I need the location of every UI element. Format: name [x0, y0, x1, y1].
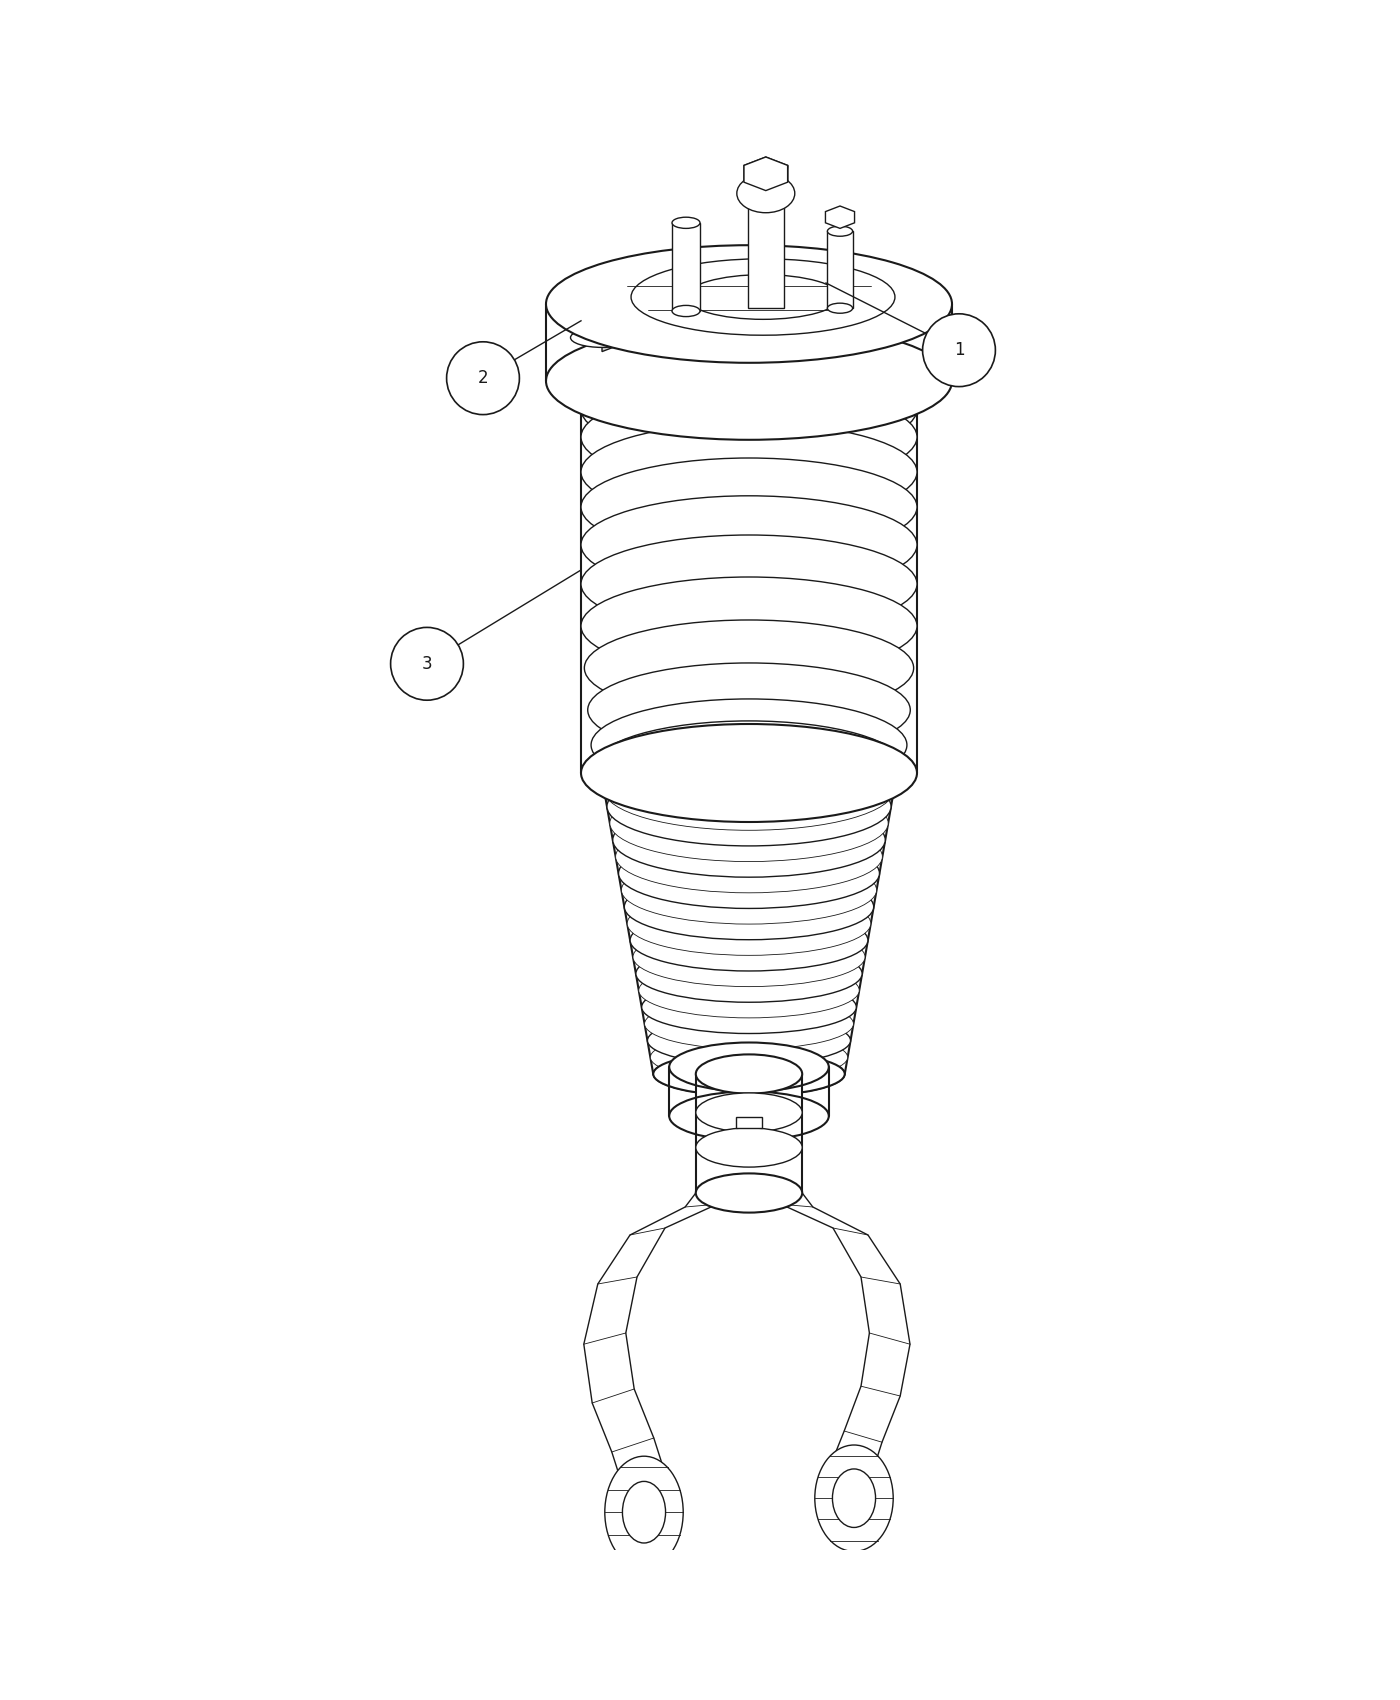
- Ellipse shape: [571, 328, 633, 347]
- Ellipse shape: [672, 306, 700, 316]
- Ellipse shape: [633, 927, 865, 986]
- Polygon shape: [602, 328, 620, 352]
- Ellipse shape: [638, 962, 860, 1018]
- Ellipse shape: [581, 457, 917, 556]
- Ellipse shape: [630, 910, 868, 971]
- Polygon shape: [769, 264, 822, 303]
- Ellipse shape: [696, 1173, 802, 1212]
- Ellipse shape: [815, 1445, 893, 1552]
- Polygon shape: [826, 206, 854, 228]
- Ellipse shape: [581, 496, 917, 593]
- Polygon shape: [743, 156, 788, 190]
- Ellipse shape: [581, 338, 917, 437]
- Ellipse shape: [669, 1091, 829, 1141]
- Ellipse shape: [546, 323, 952, 440]
- Ellipse shape: [591, 699, 907, 790]
- Ellipse shape: [581, 388, 917, 486]
- Ellipse shape: [669, 1042, 829, 1091]
- Ellipse shape: [581, 576, 917, 675]
- Ellipse shape: [748, 192, 784, 206]
- Ellipse shape: [641, 981, 857, 1034]
- Polygon shape: [581, 388, 917, 774]
- Ellipse shape: [696, 1093, 802, 1132]
- Ellipse shape: [608, 767, 890, 847]
- Ellipse shape: [601, 731, 897, 814]
- Polygon shape: [785, 165, 788, 196]
- Ellipse shape: [595, 721, 903, 811]
- Ellipse shape: [584, 620, 914, 716]
- Ellipse shape: [581, 536, 917, 632]
- Circle shape: [447, 342, 519, 415]
- Polygon shape: [736, 1117, 762, 1127]
- Ellipse shape: [644, 998, 854, 1049]
- Ellipse shape: [654, 1052, 844, 1096]
- Ellipse shape: [636, 945, 862, 1003]
- Ellipse shape: [654, 1052, 844, 1096]
- Polygon shape: [827, 231, 853, 308]
- Ellipse shape: [581, 423, 917, 520]
- Polygon shape: [672, 223, 700, 311]
- Ellipse shape: [581, 332, 917, 430]
- Ellipse shape: [623, 1481, 665, 1544]
- Polygon shape: [769, 264, 822, 303]
- Text: 1: 1: [953, 342, 965, 359]
- Polygon shape: [584, 306, 620, 335]
- Circle shape: [923, 314, 995, 386]
- Ellipse shape: [610, 785, 888, 862]
- Polygon shape: [696, 1074, 802, 1193]
- Ellipse shape: [647, 1017, 851, 1064]
- Ellipse shape: [605, 1457, 683, 1567]
- Ellipse shape: [619, 838, 879, 908]
- Polygon shape: [743, 156, 788, 190]
- Ellipse shape: [616, 821, 882, 893]
- Ellipse shape: [736, 173, 795, 212]
- Ellipse shape: [672, 218, 700, 228]
- Polygon shape: [766, 182, 788, 202]
- Polygon shape: [748, 199, 784, 308]
- Text: 3: 3: [421, 654, 433, 673]
- Ellipse shape: [827, 303, 853, 313]
- Ellipse shape: [833, 1469, 875, 1528]
- Ellipse shape: [613, 802, 885, 877]
- Ellipse shape: [624, 874, 874, 940]
- Ellipse shape: [827, 226, 853, 236]
- Ellipse shape: [686, 275, 840, 320]
- Ellipse shape: [622, 857, 876, 925]
- Circle shape: [391, 627, 463, 700]
- Text: 2: 2: [477, 369, 489, 388]
- Ellipse shape: [581, 360, 917, 457]
- Polygon shape: [584, 306, 620, 335]
- Ellipse shape: [696, 1127, 802, 1168]
- Ellipse shape: [627, 891, 871, 955]
- Ellipse shape: [696, 1054, 802, 1093]
- Polygon shape: [795, 292, 822, 326]
- Ellipse shape: [546, 245, 952, 362]
- Ellipse shape: [631, 258, 895, 335]
- Ellipse shape: [651, 1034, 847, 1081]
- Ellipse shape: [603, 750, 895, 830]
- Ellipse shape: [752, 296, 839, 320]
- Ellipse shape: [581, 724, 917, 823]
- Ellipse shape: [588, 663, 910, 756]
